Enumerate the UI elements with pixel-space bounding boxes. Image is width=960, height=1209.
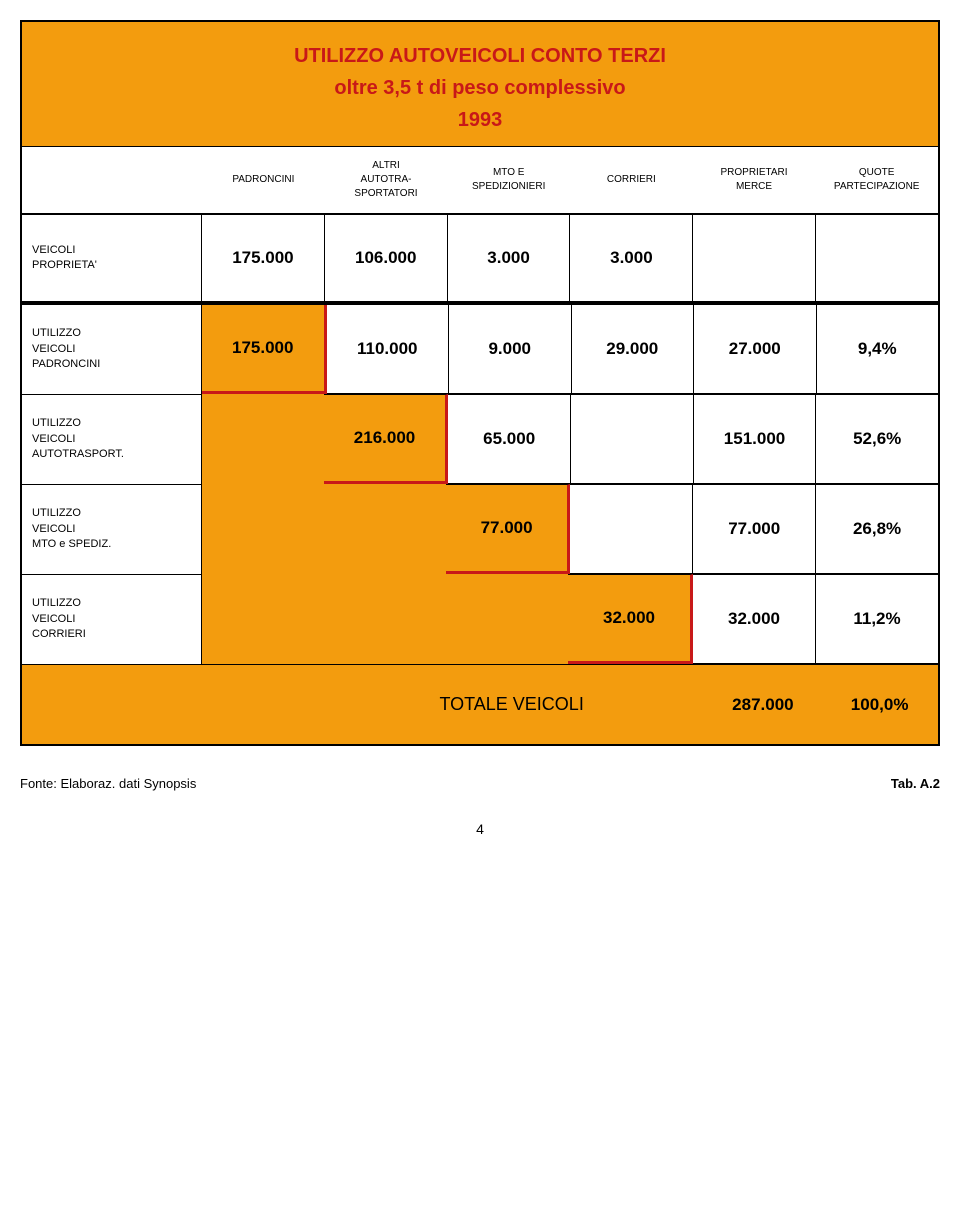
cell: 175.000 xyxy=(202,215,325,301)
label-utilizzo-corrieri: UTILIZZO VEICOLI CORRIERI xyxy=(22,574,202,664)
cell: 27.000 xyxy=(694,305,817,394)
cell-empty xyxy=(571,394,694,484)
title-block: UTILIZZO AUTOVEICOLI CONTO TERZI oltre 3… xyxy=(22,22,938,146)
cell: 110.000 xyxy=(327,305,450,394)
cell: 52,6% xyxy=(816,394,938,484)
title-line-2: oltre 3,5 t di peso complessivo xyxy=(32,72,928,104)
footer-source: Fonte: Elaboraz. dati Synopsis xyxy=(20,776,196,791)
cell-highlighted: 216.000 xyxy=(324,394,449,484)
totale-label: TOTALE VEICOLI xyxy=(435,665,587,744)
totale-value: 287.000 xyxy=(705,665,822,744)
footer: Fonte: Elaboraz. dati Synopsis Tab. A.2 xyxy=(20,776,940,791)
cell: 77.000 xyxy=(693,484,816,574)
header-corrieri: CORRIERI xyxy=(570,147,693,213)
cell: 29.000 xyxy=(572,305,695,394)
cell: 151.000 xyxy=(694,394,817,484)
row-totale: TOTALE VEICOLI 287.000 100,0% xyxy=(22,664,938,744)
header-proprietari-merce: PROPRIETARI MERCE xyxy=(693,147,816,213)
cell-highlighted: 175.000 xyxy=(202,305,327,394)
cell-highlighted: 32.000 xyxy=(568,574,693,664)
cell-empty xyxy=(202,574,324,664)
cell-empty xyxy=(588,665,705,744)
cell: 3.000 xyxy=(570,215,693,301)
label-utilizzo-mtospediz: UTILIZZO VEICOLI MTO e SPEDIZ. xyxy=(22,484,202,574)
row-veicoli-proprieta: VEICOLI PROPRIETA' 175.000 106.000 3.000… xyxy=(22,214,938,304)
cell-empty xyxy=(570,484,693,574)
cell-empty xyxy=(202,394,324,484)
header-altri-autotra: ALTRI AUTOTRA- SPORTATORI xyxy=(325,147,448,213)
cell-empty xyxy=(816,215,938,301)
cell-empty xyxy=(693,215,816,301)
cell-empty xyxy=(324,484,446,574)
cell: 32.000 xyxy=(693,574,816,664)
header-padroncini: PADRONCINI xyxy=(202,147,325,213)
cell: 106.000 xyxy=(325,215,448,301)
cell-empty xyxy=(202,665,319,744)
cell: 11,2% xyxy=(816,574,938,664)
cell: 65.000 xyxy=(448,394,571,484)
cell-empty xyxy=(446,574,568,664)
cell-highlighted: 77.000 xyxy=(446,484,571,574)
label-veicoli-proprieta: VEICOLI PROPRIETA' xyxy=(22,215,202,301)
totale-label-part xyxy=(319,665,436,744)
label-totale-empty xyxy=(22,665,202,744)
row-utilizzo-corrieri: UTILIZZO VEICOLI CORRIERI 32.000 32.000 … xyxy=(22,574,938,664)
page-number: 4 xyxy=(20,821,940,837)
header-mto-spedizionieri: MTO E SPEDIZIONIERI xyxy=(447,147,570,213)
header-quote-partecipazione: QUOTE PARTECIPAZIONE xyxy=(815,147,938,213)
cell-empty xyxy=(324,574,446,664)
row-utilizzo-mtospediz: UTILIZZO VEICOLI MTO e SPEDIZ. 77.000 77… xyxy=(22,484,938,574)
footer-tab: Tab. A.2 xyxy=(891,776,940,791)
table-container: UTILIZZO AUTOVEICOLI CONTO TERZI oltre 3… xyxy=(20,20,940,746)
cell: 3.000 xyxy=(448,215,571,301)
cell: 26,8% xyxy=(816,484,938,574)
label-utilizzo-padroncini: UTILIZZO VEICOLI PADRONCINI xyxy=(22,305,202,394)
title-line-1: UTILIZZO AUTOVEICOLI CONTO TERZI xyxy=(32,40,928,72)
cell-empty xyxy=(202,484,324,574)
row-utilizzo-padroncini: UTILIZZO VEICOLI PADRONCINI 175.000 110.… xyxy=(22,304,938,394)
cell: 9,4% xyxy=(817,305,939,394)
header-label-empty xyxy=(22,147,202,213)
cell: 9.000 xyxy=(449,305,572,394)
title-line-3: 1993 xyxy=(32,104,928,136)
row-utilizzo-autotrasport: UTILIZZO VEICOLI AUTOTRASPORT. 216.000 6… xyxy=(22,394,938,484)
totale-percent: 100,0% xyxy=(821,665,938,744)
header-row: PADRONCINI ALTRI AUTOTRA- SPORTATORI MTO… xyxy=(22,146,938,214)
label-utilizzo-autotrasport: UTILIZZO VEICOLI AUTOTRASPORT. xyxy=(22,394,202,484)
